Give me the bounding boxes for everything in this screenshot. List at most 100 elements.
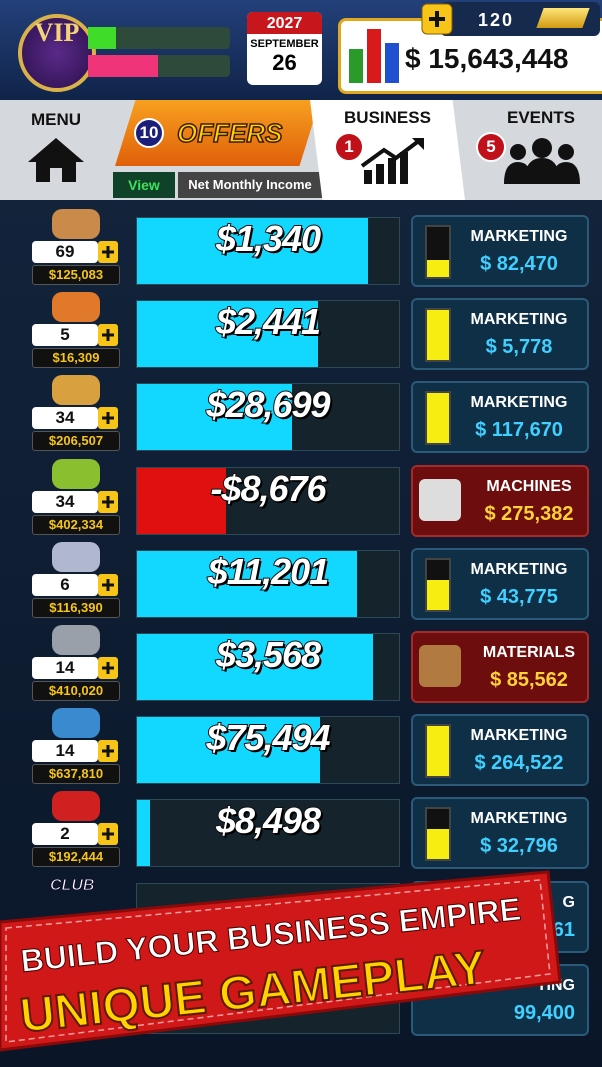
plus-button[interactable] <box>98 573 118 596</box>
upgrade-meter <box>425 225 451 279</box>
income-bar: $75,494 <box>136 716 400 785</box>
owned-count: 69 <box>32 241 98 263</box>
people-icon <box>504 138 580 184</box>
business-value: $116,390 <box>32 597 120 618</box>
income-fill <box>137 218 368 284</box>
upgrade-button[interactable]: MARKETING $ 264,522 <box>411 714 589 787</box>
club-logo: CLUB <box>49 876 95 894</box>
upgrade-button[interactable]: MARKETING $ 32,796 <box>411 797 589 870</box>
net-income: -$8,676 <box>209 467 327 510</box>
business-value: $206,507 <box>32 431 120 452</box>
income-bar: $28,699 <box>136 383 400 452</box>
upgrade-label: MARKETING <box>470 727 568 745</box>
income-fill <box>137 634 373 700</box>
vip-badge[interactable]: VIP <box>18 14 96 92</box>
events-tab[interactable]: EVENTS <box>460 100 602 200</box>
offers-badge: 10 <box>134 118 164 148</box>
upgrade-meter <box>425 557 451 612</box>
calendar[interactable]: 2027 SEPTEMBER 26 <box>247 12 322 85</box>
meter-fill <box>427 829 449 860</box>
business-tab[interactable]: BUSINESS <box>310 100 465 200</box>
business-row: 6 $116,390 $11,201 MARKETING $ 43,775 <box>0 541 602 620</box>
upgrade-label: MARKETING <box>470 311 568 329</box>
business-label: BUSINESS <box>344 108 431 127</box>
upgrade-label: MARKETING <box>470 810 568 828</box>
events-badge: 5 <box>476 132 506 162</box>
upgrade-label: MARKETING <box>470 560 568 578</box>
net-income: $1,340 <box>215 217 322 260</box>
business-icon <box>52 375 100 406</box>
plus-button[interactable] <box>98 490 118 513</box>
upgrade-cost: $ 43,775 <box>480 585 558 608</box>
upgrade-label: MACHINES <box>486 477 572 495</box>
upgrade-button[interactable]: MARKETING $ 82,470 <box>411 215 589 287</box>
upgrade-button[interactable]: MARKETING $ 43,775 <box>411 547 589 620</box>
upgrade-button[interactable]: MARKETING $ 117,670 <box>411 381 589 454</box>
business-icon <box>52 458 100 489</box>
business-value: $637,810 <box>32 764 120 785</box>
income-fill <box>137 550 358 617</box>
menu-tab[interactable]: MENU <box>0 100 112 200</box>
owned-count: 34 <box>32 407 98 430</box>
upgrade-button[interactable]: MARKETING $ 5,778 <box>411 298 589 371</box>
upgrade-meter <box>425 308 451 363</box>
meter-fill <box>427 310 449 361</box>
upgrade-cost: $ 5,778 <box>485 336 553 359</box>
upgrade-meter <box>425 724 451 779</box>
upgrade-cost: $ 82,470 <box>480 253 558 275</box>
business-icon <box>52 541 100 572</box>
plus-button[interactable] <box>98 241 118 263</box>
upgrade-meter <box>425 807 451 862</box>
owned-count: 5 <box>32 324 98 347</box>
net-income: $2,441 <box>215 300 322 343</box>
upgrade-icon <box>419 478 461 521</box>
income-bar: $3,568 <box>136 633 400 701</box>
business-value: $410,020 <box>32 681 120 701</box>
plus-button[interactable] <box>98 407 118 430</box>
plus-button[interactable] <box>98 740 118 763</box>
business-row: 69 $125,083 $1,340 MARKETING $ 82,470 <box>0 209 602 287</box>
net-income: $3,568 <box>215 633 322 676</box>
upgrade-cost: $ 275,382 <box>484 502 574 525</box>
view-button[interactable]: View <box>113 172 175 198</box>
growth-icon <box>360 138 424 184</box>
income-fill <box>137 717 321 784</box>
meter-fill <box>427 726 449 777</box>
income-bar: $1,340 <box>136 217 400 285</box>
upgrade-meter <box>425 391 451 446</box>
owned-count: 2 <box>32 823 98 846</box>
meter-fill <box>427 579 449 610</box>
business-value: $125,083 <box>32 265 120 285</box>
upgrade-button[interactable]: MATERIALS $ 85,562 <box>411 631 589 703</box>
net-income: $28,699 <box>205 383 331 426</box>
plus-button[interactable] <box>420 2 454 36</box>
upgrade-cost: $ 264,522 <box>474 752 564 775</box>
upgrade-icon <box>419 645 461 687</box>
year: 2027 <box>247 12 322 34</box>
chart-icon <box>349 29 399 83</box>
upgrade-cost: $ 85,562 <box>490 669 568 691</box>
meter-fill <box>427 259 449 277</box>
month: SEPTEMBER <box>250 38 319 50</box>
net-income: $8,498 <box>215 799 322 842</box>
business-icon <box>52 209 100 239</box>
business-value: $192,444 <box>32 847 120 868</box>
plus-button[interactable] <box>98 657 118 679</box>
upgrade-button[interactable]: MACHINES $ 275,382 <box>411 464 589 537</box>
plus-button[interactable] <box>98 823 118 846</box>
offers-label: OFFERS <box>176 117 283 149</box>
net-income: $75,494 <box>205 716 331 759</box>
happiness-bar <box>88 27 230 49</box>
gold: 120 <box>478 10 515 30</box>
bar-fill <box>88 27 116 49</box>
sort-button[interactable]: Net Monthly Income <box>178 172 322 198</box>
income-bar: $8,498 <box>136 799 400 868</box>
bar-fill <box>88 55 158 77</box>
plus-button[interactable] <box>98 324 118 347</box>
upgrade-cost: 99,400 <box>513 1001 575 1024</box>
income-fill <box>137 301 318 368</box>
menu-label: MENU <box>30 110 82 129</box>
income-fill <box>137 467 227 534</box>
business-icon <box>52 292 100 323</box>
